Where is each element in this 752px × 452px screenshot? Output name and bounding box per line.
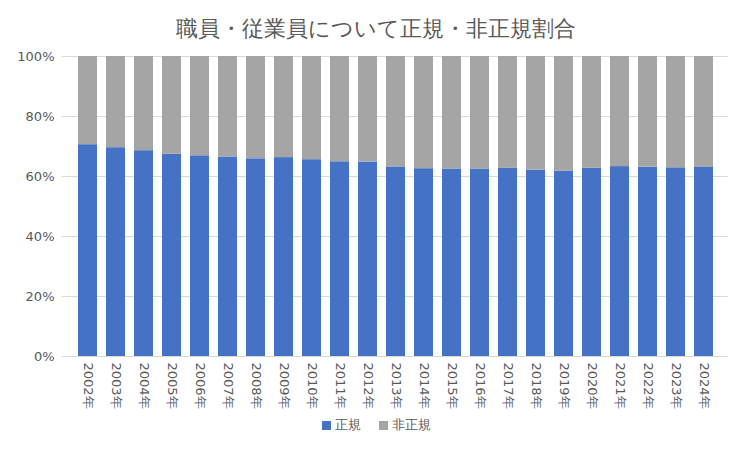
svg-text:2005年: 2005年 xyxy=(165,363,180,409)
svg-text:2012年: 2012年 xyxy=(361,363,376,409)
html-text:非正規: 非正規 xyxy=(391,417,431,432)
svg-text:2010年: 2010年 xyxy=(305,363,320,409)
svg-text:20%: 20% xyxy=(26,289,55,304)
svg-text:2022年: 2022年 xyxy=(641,363,656,409)
svg-text:2015年: 2015年 xyxy=(445,363,460,409)
svg-text:2008年: 2008年 xyxy=(249,363,264,409)
svg-text:2014年: 2014年 xyxy=(417,363,432,409)
svg-text:2023年: 2023年 xyxy=(669,363,684,409)
svg-text:2018年: 2018年 xyxy=(529,363,544,409)
svg-text:2011年: 2011年 xyxy=(333,363,348,409)
svg-text:2006年: 2006年 xyxy=(193,363,208,409)
svg-text:2024年: 2024年 xyxy=(697,363,712,409)
svg-text:0%: 0% xyxy=(34,349,55,364)
html-text:職員・従業員について正規・非正規割合: 職員・従業員について正規・非正規割合 xyxy=(176,16,576,41)
svg-text:2021年: 2021年 xyxy=(613,363,628,409)
svg-text:2004年: 2004年 xyxy=(137,363,152,409)
svg-text:60%: 60% xyxy=(26,169,55,184)
svg-text:2003年: 2003年 xyxy=(109,363,124,409)
svg-text:100%: 100% xyxy=(17,49,54,64)
svg-text:80%: 80% xyxy=(26,109,55,124)
svg-text:2017年: 2017年 xyxy=(501,363,516,409)
svg-text:2019年: 2019年 xyxy=(557,363,572,409)
html-text:正規: 正規 xyxy=(334,417,361,432)
svg-text:2002年: 2002年 xyxy=(81,363,96,409)
svg-text:2009年: 2009年 xyxy=(277,363,292,409)
svg-text:2016年: 2016年 xyxy=(473,363,488,409)
svg-text:2007年: 2007年 xyxy=(221,363,236,409)
svg-text:2020年: 2020年 xyxy=(585,363,600,409)
svg-text:2013年: 2013年 xyxy=(389,363,404,409)
svg-text:40%: 40% xyxy=(26,229,55,244)
